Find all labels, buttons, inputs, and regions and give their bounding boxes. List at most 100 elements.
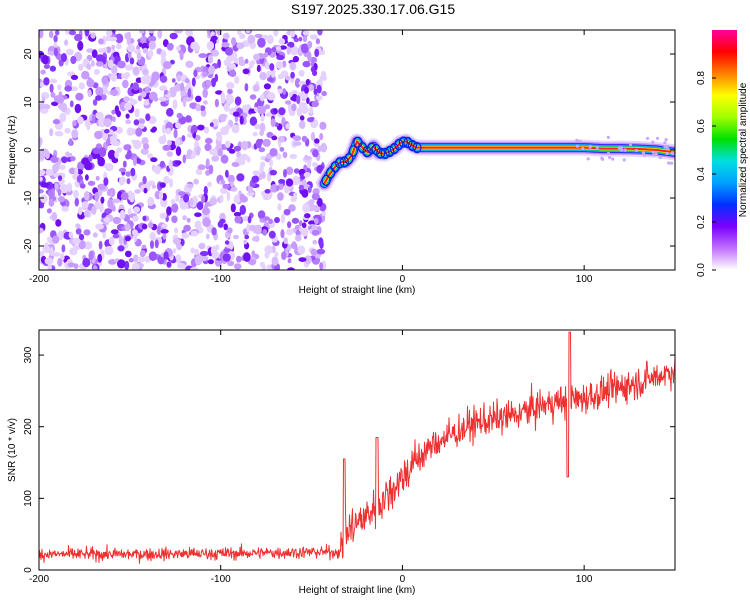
noise-speck (219, 218, 226, 224)
noise-speck (271, 135, 278, 141)
noise-speck (162, 144, 171, 151)
noise-speck (44, 257, 54, 265)
trace-speck (578, 139, 582, 143)
noise-speck (278, 107, 286, 116)
noise-speck (236, 255, 242, 263)
noise-speck (264, 61, 270, 70)
noise-speck (243, 239, 248, 245)
noise-speck (291, 103, 297, 112)
noise-speck (65, 48, 74, 56)
noise-speck (206, 41, 215, 51)
noise-speck (83, 191, 90, 201)
noise-speck (292, 135, 301, 141)
noise-speck (52, 119, 61, 125)
trace-speck (666, 146, 670, 151)
noise-speck (233, 196, 241, 204)
noise-speck (267, 77, 274, 82)
noise-speck (54, 182, 59, 190)
noise-speck (199, 105, 206, 111)
noise-speck (289, 153, 298, 160)
noise-speck (187, 88, 192, 98)
noise-speck (231, 124, 240, 134)
noise-speck (40, 69, 46, 75)
noise-speck (198, 242, 206, 250)
noise-speck (49, 246, 54, 257)
noise-speck (256, 64, 261, 73)
noise-speck (319, 132, 324, 141)
noise-speck (206, 233, 210, 240)
noise-speck (83, 210, 90, 218)
noise-speck (125, 171, 132, 177)
trace-speck (664, 144, 668, 148)
noise-speck (84, 30, 90, 37)
noise-speck (241, 140, 249, 151)
y-tick-label: -10 (23, 190, 34, 205)
noise-speck (111, 198, 121, 204)
noise-speck (259, 129, 264, 136)
noise-speck (50, 156, 59, 163)
trace-speck (575, 138, 579, 142)
trace-speck (670, 161, 674, 165)
noise-speck (93, 68, 100, 75)
noise-speck (117, 259, 126, 269)
noise-speck (191, 77, 196, 87)
noise-speck (65, 151, 70, 157)
noise-speck (149, 240, 155, 249)
noise-speck (244, 58, 249, 64)
noise-speck (53, 47, 59, 57)
noise-speck (307, 117, 314, 123)
noise-speck (95, 223, 104, 230)
noise-speck (307, 160, 312, 169)
noise-speck (190, 127, 195, 134)
noise-speck (232, 234, 240, 240)
noise-speck (112, 51, 120, 58)
noise-speck (302, 227, 309, 237)
noise-speck (57, 175, 63, 182)
noise-speck (140, 35, 148, 44)
noise-speck (120, 192, 129, 201)
noise-speck (130, 167, 136, 177)
y-tick-label: 200 (23, 418, 34, 435)
noise-speck (124, 260, 130, 270)
noise-speck (220, 91, 225, 102)
noise-speck (104, 128, 110, 134)
noise-speck (264, 189, 271, 194)
noise-speck (259, 71, 267, 81)
noise-speck (50, 92, 56, 98)
noise-speck (61, 53, 67, 62)
noise-speck (211, 49, 219, 57)
spectrogram-y-axis: -20 -10 0 10 20 (23, 48, 675, 253)
trace-speck (628, 143, 633, 147)
noise-speck (289, 30, 296, 38)
noise-speck (128, 257, 134, 263)
noise-speck (290, 62, 296, 70)
noise-speck (137, 256, 146, 263)
noise-speck (123, 144, 132, 151)
trace-speck (595, 145, 599, 150)
noise-speck (92, 147, 100, 154)
noise-speck (267, 92, 276, 101)
noise-speck (317, 30, 323, 36)
noise-speck (311, 100, 320, 108)
noise-speck (310, 248, 317, 256)
noise-speck (271, 69, 276, 78)
noise-speck (91, 49, 98, 59)
noise-speck (290, 196, 296, 203)
noise-speck (296, 95, 301, 105)
noise-speck (137, 95, 142, 102)
noise-speck (283, 208, 291, 216)
noise-speck (86, 122, 91, 131)
noise-speck (129, 57, 135, 65)
noise-speck (276, 54, 285, 61)
noise-speck (88, 154, 93, 162)
noise-speck (141, 244, 147, 249)
noise-speck (211, 35, 218, 41)
snr-line-layer (39, 331, 675, 564)
noise-speck (273, 108, 278, 114)
noise-speck (269, 63, 275, 71)
noise-speck (163, 175, 170, 185)
noise-speck (270, 118, 276, 127)
noise-speck (280, 229, 285, 239)
noise-speck (52, 235, 60, 244)
noise-speck (110, 89, 119, 96)
